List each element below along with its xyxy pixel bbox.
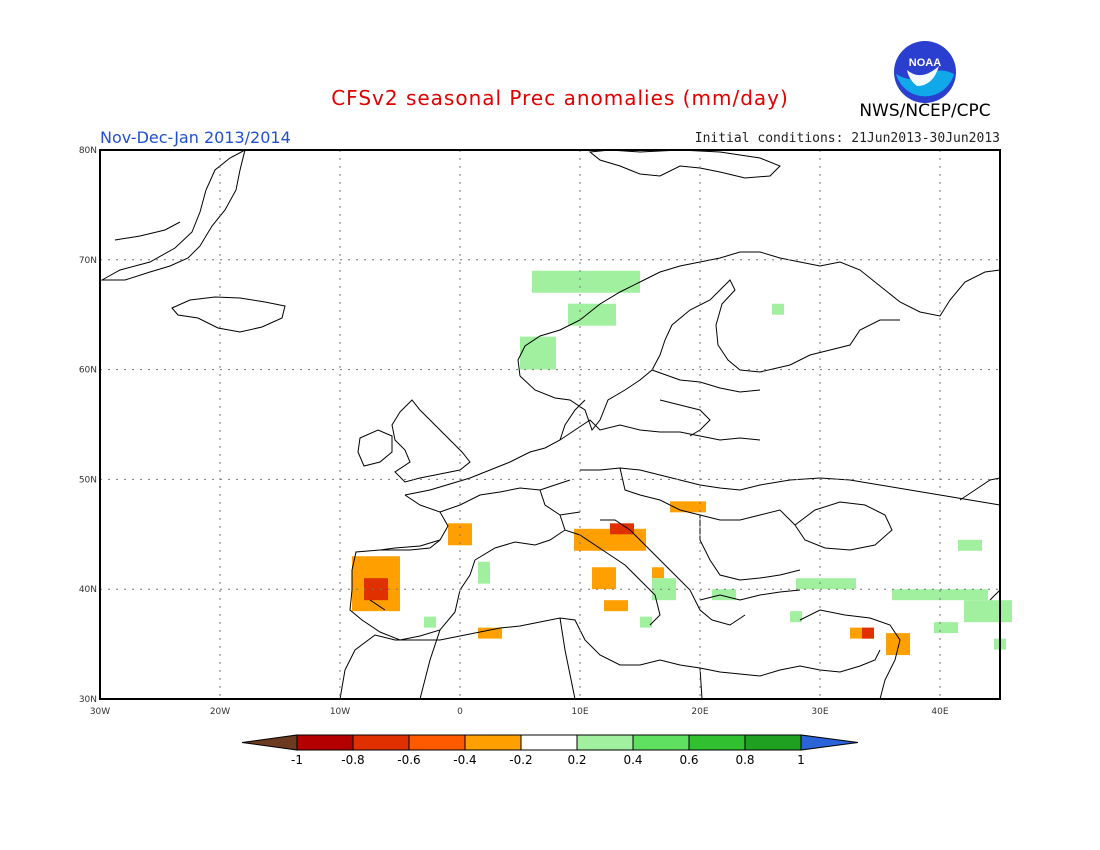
anomaly-cell — [640, 616, 652, 628]
colorbar-label: 0.8 — [735, 753, 754, 767]
colorbar-low-arrow — [241, 734, 298, 751]
agency-label: NWS/NCEP/CPC — [859, 101, 991, 121]
colorbar-label: -0.4 — [453, 753, 476, 767]
lat-tick-label: 50N — [79, 475, 97, 485]
anomaly-cell — [478, 561, 490, 584]
colorbar-bin — [688, 734, 746, 751]
anomaly-cell — [772, 303, 784, 315]
colorbar-bin — [744, 734, 802, 751]
latitude-ticks: 30N 40N 50N 60N 70N 80N — [79, 146, 97, 705]
anomaly-cell — [364, 578, 388, 601]
colorbar-bin — [352, 734, 410, 751]
anomaly-cell — [604, 600, 628, 612]
anomaly-cell — [610, 523, 634, 535]
anomaly-cell — [424, 616, 436, 628]
lat-tick-label: 40N — [79, 585, 97, 595]
colorbar-label: 1 — [797, 753, 805, 767]
coastlines — [100, 149, 1001, 700]
colorbar-bin — [576, 734, 634, 751]
anomaly-cell — [862, 627, 874, 639]
colorbar-high-arrow — [800, 734, 859, 751]
colorbar-bin — [520, 734, 578, 751]
anomaly-cell — [520, 336, 556, 370]
anomaly-cell — [796, 578, 856, 590]
anomaly-cell — [886, 633, 910, 656]
colorbar-bin — [296, 734, 354, 751]
lat-tick-label: 70N — [79, 256, 97, 266]
anomaly-cell — [652, 567, 664, 579]
forecast-period: Nov-Dec-Jan 2013/2014 — [100, 128, 291, 147]
lon-tick-label: 10E — [571, 707, 588, 717]
graticule — [100, 150, 1000, 699]
colorbar-label: -1 — [291, 753, 303, 767]
lat-tick-label: 60N — [79, 366, 97, 376]
anomaly-cells — [352, 270, 1012, 656]
anomaly-cell — [712, 589, 736, 601]
colorbar-bin — [408, 734, 466, 751]
lat-tick-label: 80N — [79, 146, 97, 156]
lon-tick-label: 40E — [931, 707, 948, 717]
anomaly-cell — [592, 567, 616, 590]
anomaly-cell — [958, 539, 982, 551]
map-title: CFSv2 seasonal Prec anomalies (mm/day) — [331, 86, 789, 110]
anomaly-cell — [892, 589, 988, 601]
colorbar-label: 0.4 — [623, 753, 642, 767]
map-frame — [100, 150, 1000, 699]
colorbar-bin — [632, 734, 690, 751]
lon-tick-label: 20W — [210, 707, 230, 717]
lon-tick-label: 30W — [90, 707, 110, 717]
longitude-ticks: 30W 20W 10W 0 10E 20E 30E 40E — [90, 707, 949, 717]
colorbar-label: -0.2 — [509, 753, 532, 767]
anomaly-cell — [934, 622, 958, 634]
lon-tick-label: 0 — [457, 707, 463, 717]
anomaly-cell — [790, 611, 802, 623]
anomaly-cell — [478, 627, 502, 639]
logo-text: NOAA — [909, 57, 941, 69]
anomaly-cell — [652, 578, 676, 601]
initial-conditions: Initial conditions: 21Jun2013-30Jun2013 — [694, 131, 1000, 146]
lon-tick-label: 30E — [811, 707, 828, 717]
lon-tick-label: 20E — [691, 707, 708, 717]
anomaly-cell — [670, 501, 706, 513]
lon-tick-label: 10W — [330, 707, 350, 717]
anomaly-cell — [532, 270, 640, 293]
colorbar-label: 0.6 — [679, 753, 698, 767]
colorbar-label: -0.8 — [341, 753, 364, 767]
colorbar-label: 0.2 — [567, 753, 586, 767]
lat-tick-label: 30N — [79, 695, 97, 705]
colorbar-bin — [464, 734, 522, 751]
colorbar-label: -0.6 — [397, 753, 420, 767]
noaa-logo-icon: NOAA — [894, 41, 956, 103]
map-border — [99, 149, 1001, 700]
